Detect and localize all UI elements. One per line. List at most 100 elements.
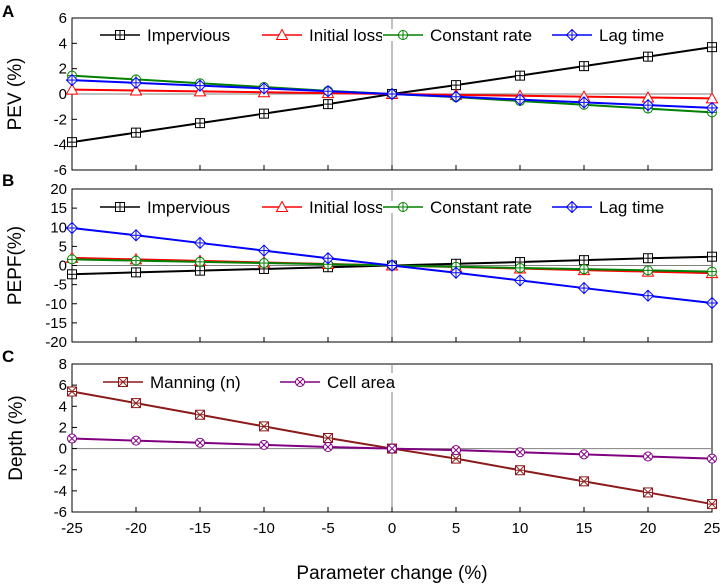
legend-label: Lag time — [599, 198, 664, 217]
data-point — [515, 262, 525, 273]
data-point — [323, 433, 333, 443]
y-tick-label: -10 — [45, 296, 67, 313]
data-point — [643, 253, 653, 264]
data-point — [131, 267, 141, 278]
legend-marker — [565, 200, 579, 214]
data-point — [451, 80, 461, 91]
data-point — [579, 255, 589, 266]
data-point — [195, 409, 205, 420]
data-point — [67, 386, 77, 397]
data-point — [515, 447, 525, 458]
x-tick-label: 15 — [576, 520, 593, 537]
legend-label: Initial loss — [309, 198, 384, 217]
data-point — [259, 258, 269, 269]
legend-label: Constant rate — [430, 198, 532, 217]
legend: Impervious Initial loss Constant rate Lag t… — [99, 198, 667, 217]
y-axis-label: PEPF(%) — [5, 226, 26, 305]
data-point — [515, 465, 525, 476]
data-point — [67, 269, 77, 280]
data-point — [131, 127, 141, 138]
legend: Impervious Initial loss Constant rate Lag t… — [99, 26, 667, 45]
data-point — [129, 76, 143, 90]
legend-item: Constant rate — [382, 198, 535, 217]
data-point — [577, 281, 591, 295]
legend-marker — [115, 30, 125, 40]
data-point — [579, 449, 589, 460]
data-point — [707, 499, 717, 510]
data-point — [513, 93, 527, 106]
legend-label: Lag time — [599, 26, 664, 45]
data-point — [643, 265, 653, 276]
legend-item: Lag time — [551, 198, 667, 217]
data-point — [705, 101, 719, 115]
legend-marker — [398, 30, 408, 40]
data-point — [193, 236, 207, 250]
y-tick-label: 15 — [50, 200, 67, 217]
y-tick-label: 5 — [59, 238, 67, 255]
data-point — [385, 87, 399, 101]
x-tick-label: 5 — [452, 520, 460, 537]
legend-label: Constant rate — [430, 26, 532, 45]
x-axis-label: Parameter change (%) — [296, 563, 487, 584]
x-tick-label: 25 — [704, 520, 721, 537]
series-lag-time — [65, 73, 719, 115]
data-point — [641, 98, 655, 112]
y-tick-label: 4 — [59, 35, 67, 52]
series-lag-time — [65, 221, 719, 310]
data-point — [195, 256, 205, 267]
x-tick-label: -5 — [321, 520, 334, 537]
y-tick-label: 0 — [59, 258, 67, 275]
data-point — [67, 137, 77, 148]
data-point — [643, 487, 653, 498]
legend-item: Lag time — [551, 26, 667, 45]
y-tick-label: 10 — [50, 219, 67, 236]
panel-letter: A — [2, 2, 14, 21]
data-point — [195, 437, 205, 448]
x-tick-label: -20 — [125, 520, 147, 537]
data-point — [129, 229, 143, 242]
data-point — [193, 79, 207, 92]
y-tick-label: 20 — [50, 181, 67, 198]
y-axis-label: Depth (%) — [6, 395, 27, 481]
data-point — [259, 108, 269, 119]
data-point — [513, 274, 527, 287]
legend-marker — [275, 28, 289, 40]
panel-b: -20 -15 -10 -5 0 5 10 15 20 B PEPF(%) Impervious Ini… — [2, 171, 719, 351]
legend-item: Initial loss — [261, 198, 386, 217]
data-point — [67, 433, 77, 444]
y-tick-label: -20 — [45, 334, 67, 351]
data-point — [643, 51, 653, 62]
data-point — [321, 85, 335, 98]
legend-item: Impervious — [99, 198, 233, 217]
data-point — [451, 453, 461, 464]
data-point — [451, 445, 461, 456]
y-tick-label: -2 — [54, 111, 67, 128]
legend-item: Initial loss — [261, 26, 386, 45]
legend: Manning (n) Cell area — [102, 373, 398, 392]
panel-letter: B — [2, 171, 14, 190]
y-tick-label: -6 — [54, 162, 67, 179]
data-point — [321, 252, 335, 265]
legend-marker — [115, 202, 125, 212]
data-point — [323, 99, 333, 110]
legend-item: Impervious — [99, 26, 233, 45]
data-point — [65, 73, 79, 87]
data-point — [449, 266, 463, 279]
legend-label: Initial loss — [309, 26, 384, 45]
data-point — [131, 398, 141, 409]
y-tick-label: -2 — [54, 462, 67, 479]
x-tick-label: 10 — [512, 520, 529, 537]
panel-letter: C — [2, 347, 14, 366]
data-point — [67, 254, 77, 265]
panel-a: -6 -4 -2 0 2 4 6 A PEV (%) Impervious Initial loss… — [2, 2, 719, 179]
x-tick-label: 0 — [388, 520, 396, 537]
data-point — [259, 421, 269, 432]
data-point — [195, 118, 205, 129]
y-tick-label: 4 — [59, 398, 67, 415]
legend-marker — [275, 200, 289, 212]
data-point — [131, 435, 141, 446]
data-point — [323, 441, 333, 452]
x-tick-label: -25 — [61, 520, 83, 537]
legend-marker — [398, 202, 408, 212]
